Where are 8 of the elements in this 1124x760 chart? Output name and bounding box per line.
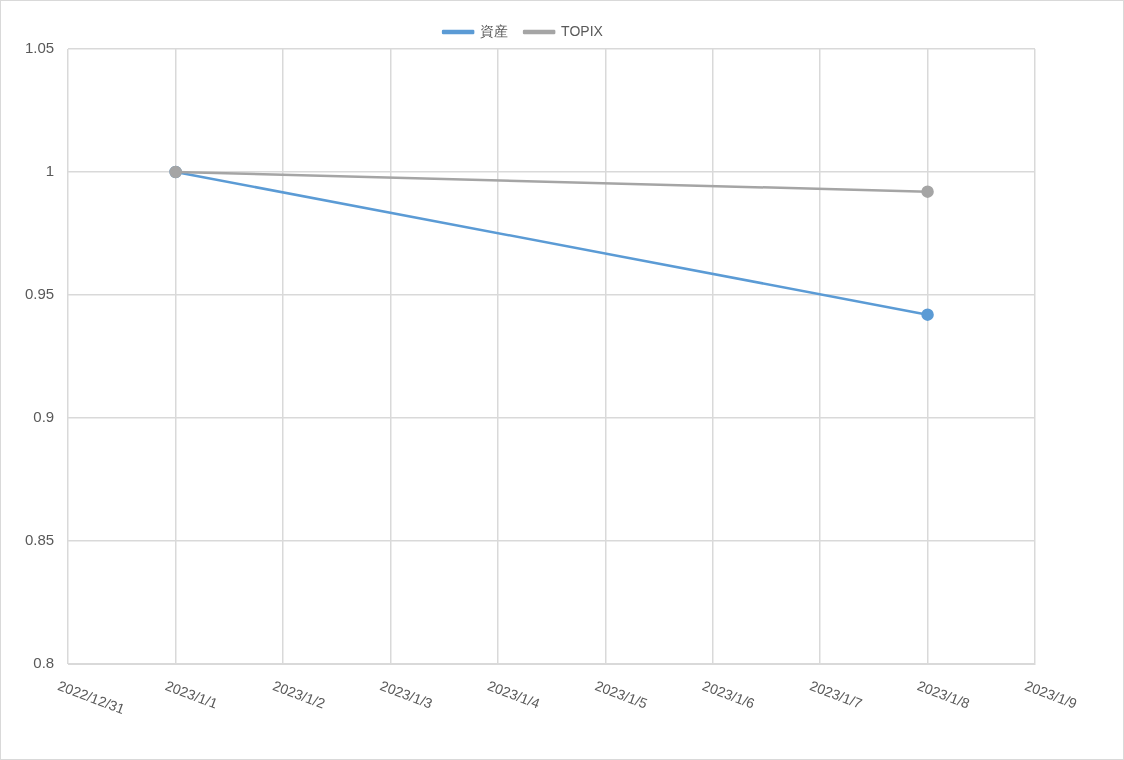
legend-label: TOPIX bbox=[561, 22, 604, 39]
legend-label: 資産 bbox=[480, 22, 509, 39]
y-tick-label: 0.85 bbox=[24, 531, 55, 549]
y-tick-label: 1 bbox=[45, 162, 55, 180]
y-tick-label: 0.9 bbox=[33, 408, 55, 426]
y-tick-label: 0.8 bbox=[33, 654, 55, 672]
y-tick-label: 0.95 bbox=[24, 285, 55, 303]
y-tick-label: 1.05 bbox=[24, 39, 55, 57]
